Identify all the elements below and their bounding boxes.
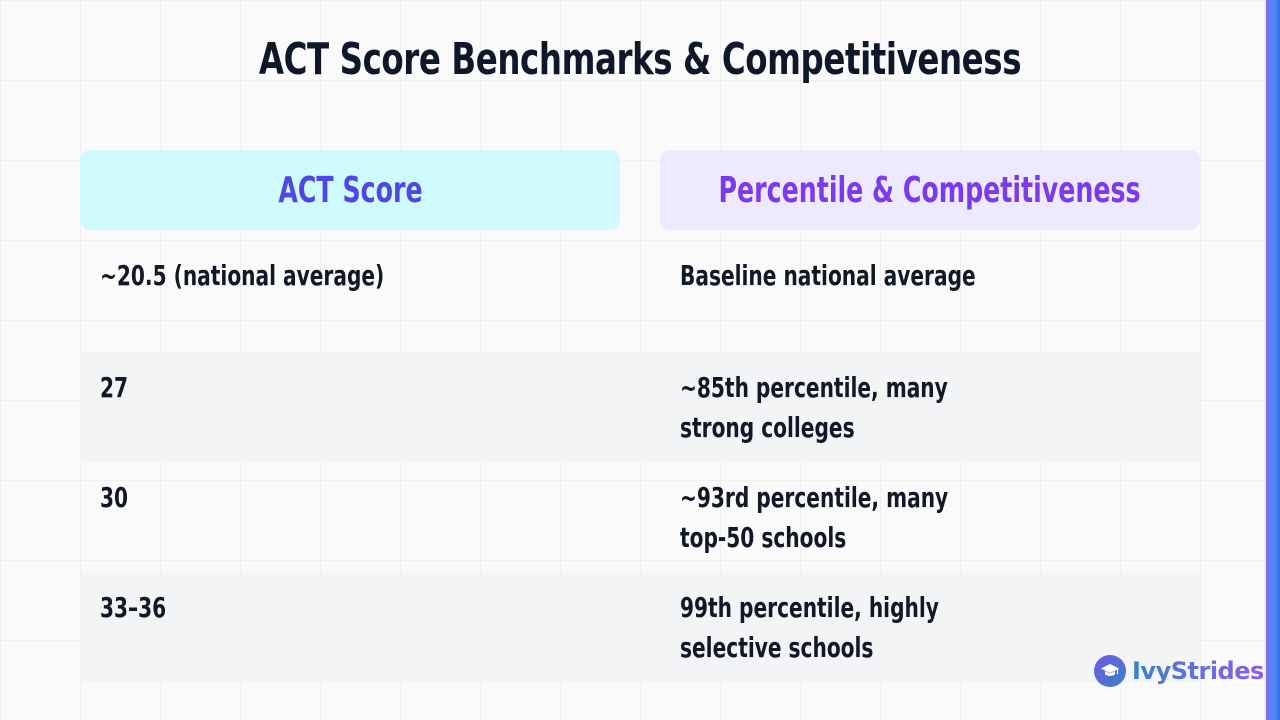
score-cell: ~20.5 (national average)	[100, 259, 385, 292]
table-row: 33–36 99th percentile, highly selective …	[80, 572, 1200, 682]
percentile-cell: ~93rd percentile, many top-50 schools	[680, 481, 949, 554]
graduation-cap-icon	[1094, 655, 1126, 687]
column-header-label: ACT Score	[277, 169, 423, 211]
score-cell: 33–36	[100, 591, 167, 624]
column-header-act-score: ACT Score	[80, 150, 620, 230]
score-cell: 30	[100, 481, 129, 514]
percentile-cell: Baseline national average	[680, 259, 976, 292]
table-row: 27 ~85th percentile, many strong college…	[80, 352, 1200, 462]
column-header-label: Percentile & Competitiveness	[718, 169, 1142, 211]
logo-wordmark: IvyStrides	[1132, 657, 1264, 685]
percentile-cell: 99th percentile, highly selective school…	[680, 591, 939, 664]
accent-bar	[1264, 0, 1280, 720]
score-cell: 27	[100, 371, 129, 404]
ivystrides-logo: IvyStrides	[1094, 654, 1264, 688]
table-row: 30 ~93rd percentile, many top-50 schools	[80, 462, 1200, 572]
percentile-cell: ~85th percentile, many strong colleges	[680, 371, 948, 444]
column-header-percentile: Percentile & Competitiveness	[660, 150, 1200, 230]
table-row: ~20.5 (national average) Baseline nation…	[80, 240, 1200, 350]
page-title: ACT Score Benchmarks & Competitiveness	[258, 34, 1022, 85]
